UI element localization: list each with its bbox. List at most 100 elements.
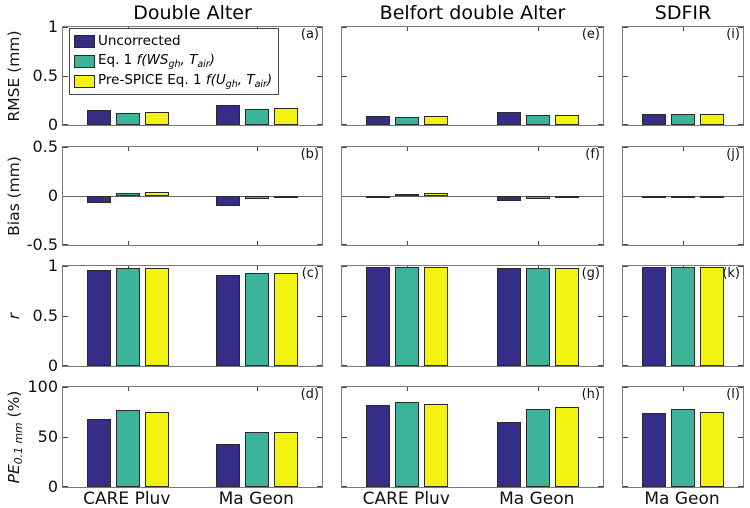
- bar-series-2: [554, 268, 579, 366]
- bar-series-2: [554, 407, 579, 487]
- bar-series-2: [424, 404, 449, 487]
- x-tick: [257, 266, 259, 270]
- y-tick: [342, 486, 347, 487]
- y-tick: [63, 244, 68, 245]
- y-tick: [342, 147, 347, 148]
- panel-c: (c): [62, 265, 323, 367]
- bar-series-1: [671, 409, 695, 487]
- y-tick: [738, 266, 743, 267]
- y-tick: [738, 147, 743, 148]
- bar-series-0: [216, 196, 241, 206]
- panel-b: (b): [62, 146, 323, 246]
- panel-letter: (g): [581, 266, 600, 281]
- panel-e: (e): [341, 26, 604, 126]
- y-tick: [598, 365, 603, 366]
- panel-d: (d): [62, 386, 323, 488]
- bar-series-0: [496, 268, 521, 366]
- bar-series-2: [144, 268, 169, 366]
- y-tick: [598, 124, 603, 125]
- y-tick-label: 0: [47, 186, 58, 205]
- bar-series-2: [554, 115, 579, 125]
- legend-label: Uncorrected: [98, 33, 181, 49]
- bar-series-1: [115, 113, 140, 125]
- y-tick: [317, 27, 322, 28]
- y-tick: [317, 244, 322, 245]
- bar-series-0: [642, 114, 666, 125]
- y-tick: [623, 244, 628, 245]
- column-title-double-alter: Double Alter: [133, 2, 252, 24]
- column-title-belfort-double-alter: Belfort double Alter: [379, 2, 566, 24]
- y-tick: [738, 486, 743, 487]
- y-tick: [598, 437, 603, 438]
- y-tick: [342, 27, 347, 28]
- y-axis-label-1: Bias (mm): [5, 156, 23, 236]
- bar-series-0: [642, 267, 666, 366]
- y-tick-label: 100: [27, 377, 58, 396]
- y-tick: [317, 437, 322, 438]
- y-tick: [342, 266, 347, 267]
- y-tick: [623, 486, 628, 487]
- bar-series-2: [274, 196, 299, 198]
- bar-series-1: [115, 193, 140, 196]
- y-tick: [623, 387, 628, 388]
- y-tick: [317, 147, 322, 148]
- y-tick: [623, 437, 628, 438]
- bar-series-2: [700, 412, 724, 487]
- bar-series-0: [86, 419, 111, 487]
- y-tick: [598, 316, 603, 317]
- bar-series-2: [700, 196, 724, 198]
- bar-series-0: [496, 112, 521, 125]
- y-tick: [623, 316, 628, 317]
- legend-item-1: Eq. 1 f(WSgh, Tair): [74, 51, 272, 71]
- bar-series-1: [395, 267, 420, 366]
- y-tick-label: 0: [47, 477, 58, 496]
- legend-item-0: Uncorrected: [74, 31, 272, 51]
- y-tick: [63, 365, 68, 366]
- bar-series-0: [86, 110, 111, 125]
- panel-letter: (d): [300, 387, 319, 402]
- bar-series-0: [216, 105, 241, 125]
- y-tick: [623, 27, 628, 28]
- y-tick: [738, 27, 743, 28]
- bar-series-2: [144, 192, 169, 196]
- panel-letter: (e): [581, 27, 600, 42]
- y-tick: [317, 387, 322, 388]
- bar-series-2: [144, 112, 169, 125]
- y-tick-label: 1: [47, 256, 58, 275]
- y-tick: [63, 316, 68, 317]
- bar-series-0: [86, 270, 111, 366]
- bar-series-1: [671, 114, 695, 125]
- y-tick: [63, 266, 68, 267]
- bar-series-0: [642, 413, 666, 487]
- panel-k: (k): [622, 265, 744, 367]
- bar-series-0: [216, 444, 241, 487]
- y-tick: [623, 365, 628, 366]
- y-tick: [738, 244, 743, 245]
- bar-series-1: [395, 402, 420, 487]
- y-tick: [738, 365, 743, 366]
- y-tick: [63, 124, 68, 125]
- panel-letter: (a): [300, 27, 319, 42]
- x-category-label: CARE Pluv: [362, 489, 450, 508]
- y-tick: [63, 76, 68, 77]
- x-tick: [127, 241, 129, 245]
- bar-series-0: [366, 267, 391, 366]
- y-tick: [623, 147, 628, 148]
- y-tick: [317, 266, 322, 267]
- x-tick: [257, 387, 259, 391]
- y-tick: [342, 387, 347, 388]
- bar-series-2: [700, 114, 724, 125]
- bar-series-1: [245, 196, 270, 199]
- bar-series-1: [115, 268, 140, 366]
- column-title-sdfir: SDFIR: [654, 2, 712, 24]
- y-tick: [342, 437, 347, 438]
- panel-l: (l): [622, 386, 744, 488]
- bar-series-2: [424, 116, 449, 125]
- panel-letter: (h): [581, 387, 600, 402]
- panel-h: (h): [341, 386, 604, 488]
- panel-letter: (b): [300, 147, 319, 162]
- y-axis-label-0: RMSE (mm): [5, 30, 23, 122]
- x-tick: [683, 147, 684, 151]
- bar-series-1: [671, 196, 695, 198]
- y-tick: [63, 486, 68, 487]
